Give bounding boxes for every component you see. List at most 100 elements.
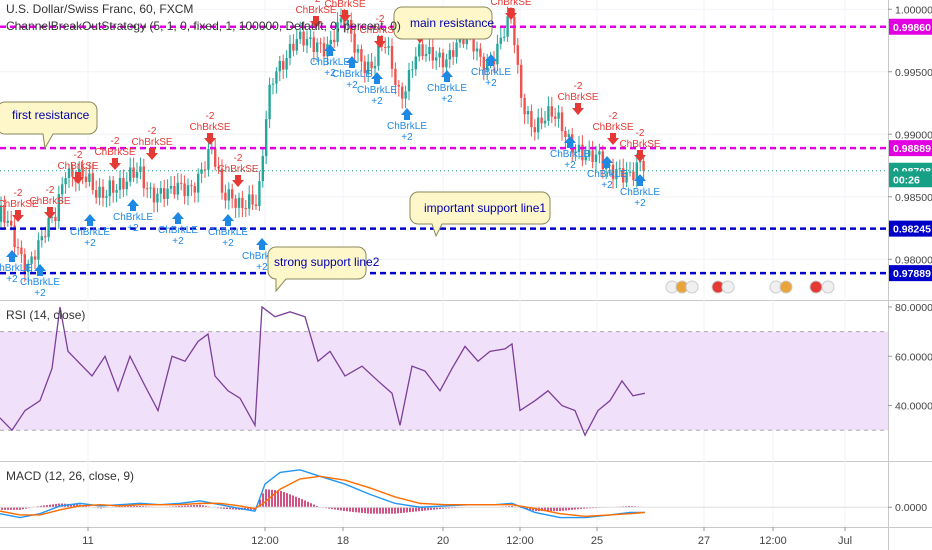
candle-body <box>407 70 411 92</box>
callout-strong-support[interactable]: strong support line2 <box>267 246 380 293</box>
candle-body <box>251 194 254 205</box>
callout-important-support[interactable]: important support line1 <box>409 191 551 238</box>
candle-body <box>530 111 533 128</box>
candle-body <box>275 71 278 84</box>
candle-body <box>20 247 23 255</box>
candle-body <box>346 20 349 26</box>
buy-signal-label: ChBrkLE <box>113 212 153 223</box>
candle-body <box>329 39 332 45</box>
candle-body <box>577 144 581 152</box>
candle-body <box>581 144 584 161</box>
sell-signal-label: ChBrkSE <box>29 196 70 207</box>
candle-body <box>248 194 251 209</box>
candle-body <box>632 171 635 181</box>
candle-body <box>23 254 26 273</box>
candle-body <box>445 59 448 68</box>
buy-signal-qty: +2 <box>401 132 413 143</box>
candle-body <box>312 37 315 53</box>
candle-body <box>40 236 43 241</box>
candle-body <box>557 112 560 119</box>
candle-body <box>411 69 414 71</box>
buy-signal-qty: +2 <box>256 262 268 273</box>
sell-signal-label: ChBrkSE <box>359 25 400 36</box>
candle-body <box>224 192 227 201</box>
sell-signal-qty: -2 <box>111 136 120 147</box>
candle-body <box>288 43 292 59</box>
candle-body <box>564 131 567 137</box>
economic-event-flags[interactable] <box>665 280 835 294</box>
candle-body <box>214 148 217 167</box>
candle-body <box>543 120 547 124</box>
candle-body <box>370 61 373 69</box>
candle-body <box>591 150 594 163</box>
callout-text: strong support line2 <box>274 255 380 269</box>
candle-body <box>418 44 421 57</box>
candle-body <box>234 198 237 208</box>
candle-body <box>84 176 88 182</box>
buy-arrow-icon <box>371 72 383 84</box>
sell-signal-label: ChBrkSE <box>189 122 230 133</box>
buy-signal-label: ChBrkLE <box>242 251 282 262</box>
buy-signal-qty: +2 <box>371 96 383 107</box>
rsi-legend[interactable]: RSI (14, close) <box>6 308 86 322</box>
buy-signal-label: ChBrkLE <box>427 83 467 94</box>
candle-body <box>353 33 356 53</box>
candle-body <box>554 116 557 119</box>
sell-signal-label: ChBrkSE <box>490 0 531 8</box>
candle-body <box>441 52 445 68</box>
candle-body <box>397 84 400 87</box>
candle-body <box>30 256 33 264</box>
buy-signal-qty: +2 <box>634 198 646 209</box>
sell-signal-label: ChBrkSE <box>592 122 633 133</box>
candle-body <box>71 168 74 177</box>
callout-main-resistance[interactable]: main resistance <box>393 6 494 40</box>
strategy-signals: -2ChBrkSE-2ChBrkSE-2ChBrkSE-2ChBrkSE-2Ch… <box>0 0 661 299</box>
candle-body <box>486 59 489 71</box>
buy-signal-qty: +2 <box>127 223 139 234</box>
buy-arrow-icon <box>564 136 576 148</box>
candle-body <box>475 48 479 52</box>
sell-signal-qty: -2 <box>46 185 55 196</box>
candle-body <box>217 166 220 169</box>
buy-signal-label: ChBrkLE <box>387 121 427 132</box>
candle-body <box>598 151 601 155</box>
sell-arrow-icon <box>505 8 517 20</box>
time-tick-label: 12:00 <box>759 535 787 547</box>
time-tick-label: 12:00 <box>251 535 279 547</box>
macd-legend[interactable]: MACD (12, 26, close, 9) <box>6 469 135 483</box>
candle-body <box>203 169 207 171</box>
rsi-tick-label: 60.0000 <box>895 351 932 363</box>
candle-body <box>625 172 628 183</box>
us-flag-icon[interactable] <box>721 280 735 294</box>
sell-arrow-icon <box>607 133 619 145</box>
us-flag-icon[interactable] <box>779 280 793 294</box>
candle-body <box>506 16 509 37</box>
time-tick-label: 11 <box>82 535 93 547</box>
buy-signal-qty: +2 <box>485 78 497 89</box>
price-badge <box>889 18 932 35</box>
price-tick-label: 0.99000 <box>895 129 932 141</box>
swiss-flag-icon[interactable] <box>809 280 823 294</box>
candle-body <box>584 156 587 161</box>
candle-body <box>482 56 485 71</box>
callout-first-resistance[interactable]: first resistance <box>0 101 98 150</box>
sell-signal-qty: -2 <box>234 153 243 164</box>
candle-body <box>390 45 394 69</box>
strategy-legend[interactable]: ChannelBreakOutStrategy (5, 1, 0, fixed,… <box>6 19 401 33</box>
candle-body <box>98 186 101 198</box>
buy-arrow-icon <box>6 250 18 262</box>
chart-title: U.S. Dollar/Swiss Franc, 60, FXCM <box>6 2 194 16</box>
candle-body <box>404 91 407 99</box>
sell-signal-label: ChBrkSE <box>557 92 598 103</box>
price-badge <box>889 140 932 157</box>
candle-body <box>394 68 397 85</box>
us-flag-icon[interactable] <box>685 280 699 294</box>
candle-body <box>13 225 16 248</box>
candle-body <box>356 49 360 53</box>
candle-body <box>132 167 135 178</box>
price-tick-label: 0.98000 <box>895 254 932 266</box>
price-badge-text: 0.98889 <box>893 143 931 155</box>
us-flag-icon[interactable] <box>821 280 835 294</box>
buy-arrow-icon <box>84 214 96 226</box>
